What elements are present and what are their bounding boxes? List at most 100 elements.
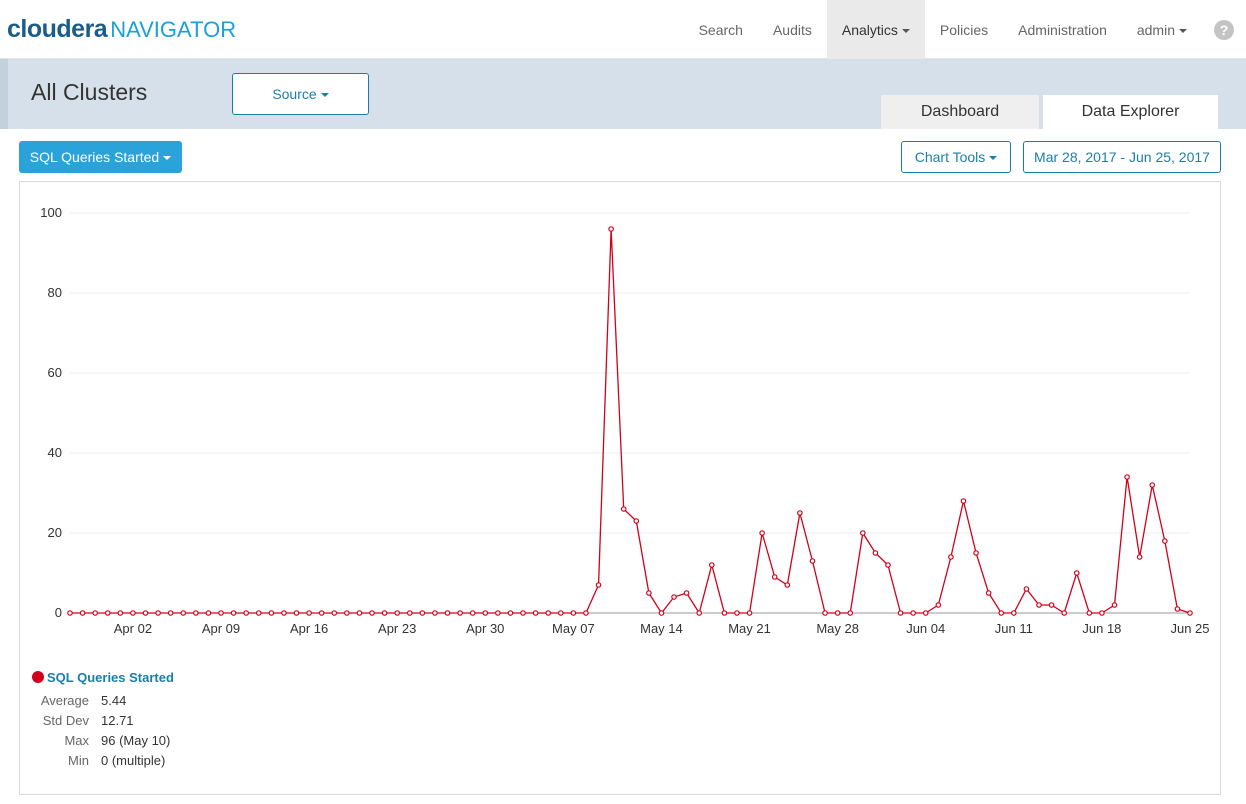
- caret-down-icon: [901, 29, 910, 34]
- data-point: [809, 558, 816, 564]
- data-point: [583, 610, 589, 616]
- data-point: [67, 610, 73, 616]
- nav-policies[interactable]: Policies: [925, 0, 1003, 59]
- y-tick-label: 0: [55, 605, 62, 620]
- stat-label: Min: [68, 753, 89, 768]
- data-point: [344, 610, 350, 616]
- nav-administration[interactable]: Administration: [1003, 0, 1122, 59]
- tab-data-explorer[interactable]: Data Explorer: [1043, 95, 1218, 129]
- data-point: [444, 610, 451, 616]
- data-point: [746, 610, 753, 616]
- x-tick-label: Apr 16: [290, 621, 328, 636]
- data-point: [1187, 610, 1193, 616]
- data-point: [130, 610, 136, 616]
- main-nav: Search Audits Analytics Policies Adminis…: [684, 0, 1246, 59]
- data-point: [922, 610, 929, 616]
- data-point: [897, 610, 904, 616]
- data-point: [369, 610, 375, 616]
- data-point: [1149, 482, 1156, 488]
- help-button[interactable]: ?: [1202, 0, 1246, 59]
- metric-label: SQL Queries Started: [29, 149, 160, 165]
- stat-value: 12.71: [101, 713, 134, 728]
- data-point: [218, 610, 224, 616]
- source-label: Source: [272, 86, 317, 102]
- series-line: [70, 228, 1191, 615]
- logo-product: NAVIGATOR: [110, 17, 237, 42]
- x-tick-label: Apr 02: [114, 621, 152, 636]
- data-point: [155, 610, 161, 616]
- stat-label: Average: [40, 693, 89, 708]
- nav-user-label: admin: [1136, 22, 1175, 38]
- data-point: [998, 610, 1005, 616]
- nav-user-menu[interactable]: admin: [1122, 0, 1202, 59]
- data-point: [520, 610, 526, 616]
- nav-audits[interactable]: Audits: [758, 0, 827, 59]
- nav-audits-label: Audits: [772, 22, 812, 38]
- app-logo[interactable]: cloudera NAVIGATOR: [7, 14, 236, 44]
- x-tick-label: Jun 11: [995, 621, 1033, 636]
- stat-row: Max 96 (May 10): [30, 733, 170, 753]
- y-tick-label: 40: [48, 445, 62, 460]
- data-point: [1048, 602, 1055, 608]
- data-point: [696, 610, 703, 616]
- chart-tools-button[interactable]: Chart Tools: [901, 141, 1011, 173]
- data-point: [658, 610, 665, 616]
- data-point: [432, 610, 438, 616]
- page-title: All Clusters: [31, 79, 148, 105]
- data-point: [406, 610, 413, 616]
- data-point: [847, 610, 854, 616]
- y-tick-label: 80: [48, 285, 62, 300]
- x-tick-label: May 14: [640, 621, 683, 636]
- metric-dropdown-button[interactable]: SQL Queries Started: [19, 141, 182, 173]
- tab-dashboard[interactable]: Dashboard: [881, 95, 1039, 129]
- data-point: [885, 562, 891, 568]
- legend-dot-icon: [32, 671, 44, 683]
- data-point: [381, 610, 388, 616]
- data-point: [1174, 606, 1181, 612]
- y-tick-label: 20: [48, 525, 62, 540]
- data-point: [268, 610, 275, 616]
- date-range-picker[interactable]: Mar 28, 2017 - Jun 25, 2017: [1023, 141, 1221, 173]
- data-point: [1011, 610, 1017, 616]
- data-point: [910, 610, 916, 616]
- nav-search[interactable]: Search: [684, 0, 758, 59]
- chart-panel: [19, 181, 1221, 795]
- data-point: [633, 518, 640, 524]
- data-point: [532, 610, 539, 616]
- stat-value: 96 (May 10): [101, 733, 171, 748]
- date-range-label: Mar 28, 2017 - Jun 25, 2017: [1034, 149, 1210, 165]
- data-point: [948, 554, 954, 560]
- data-point: [104, 610, 111, 616]
- data-point: [1111, 602, 1118, 608]
- data-point: [960, 498, 967, 504]
- legend-series-name[interactable]: SQL Queries Started: [47, 670, 174, 685]
- data-point: [167, 610, 174, 616]
- data-point: [255, 610, 262, 616]
- data-point: [860, 530, 866, 536]
- chart-tools-label: Chart Tools: [914, 149, 986, 165]
- caret-down-icon: [1179, 29, 1187, 34]
- data-point: [205, 610, 212, 616]
- data-point: [985, 590, 992, 596]
- data-point: [180, 610, 187, 616]
- data-point: [331, 610, 338, 616]
- data-point: [759, 530, 765, 536]
- data-point: [872, 550, 879, 556]
- x-tick-label: May 07: [552, 621, 595, 636]
- data-point: [1136, 554, 1143, 560]
- x-tick-label: May 21: [728, 621, 771, 636]
- data-point: [1023, 586, 1030, 592]
- nav-search-label: Search: [698, 22, 743, 38]
- data-point: [318, 610, 325, 616]
- data-point: [117, 610, 124, 616]
- data-point: [721, 610, 728, 616]
- nav-analytics[interactable]: Analytics: [826, 0, 925, 59]
- data-point: [482, 610, 489, 616]
- data-point: [79, 610, 86, 616]
- data-point: [1124, 474, 1130, 480]
- stat-row: Average 5.44: [30, 693, 170, 713]
- source-dropdown-button[interactable]: Source: [232, 73, 369, 115]
- x-tick-label: Apr 09: [202, 621, 240, 636]
- data-point: [419, 610, 426, 616]
